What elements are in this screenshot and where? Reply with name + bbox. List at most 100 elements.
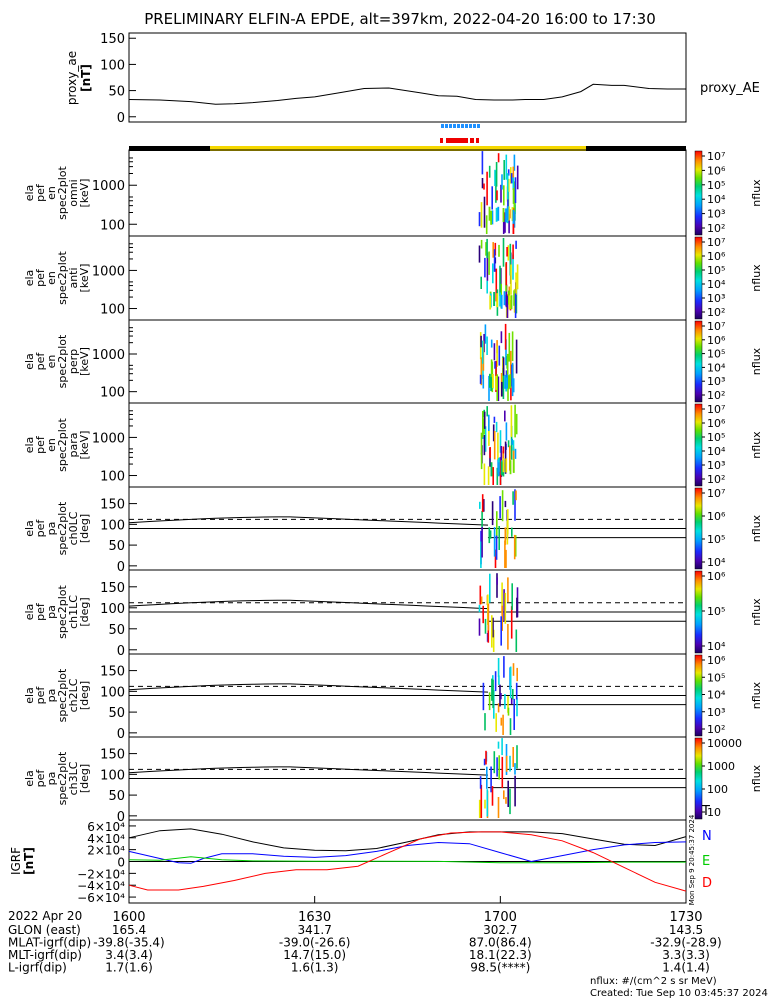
ch0lc-spectral-column — [511, 527, 513, 537]
ch0lc-ylabel-2: pa — [45, 522, 58, 536]
ch0lc-spectral-column — [504, 540, 506, 568]
ch2lc-spectral-column — [498, 675, 500, 685]
time-tick-label: 1600 — [112, 910, 145, 925]
ch0lc-spectral-column — [499, 496, 501, 519]
para-low-energy-column — [500, 461, 503, 476]
omni-frame — [128, 149, 687, 237]
anti-spectral-column — [514, 293, 517, 318]
omni-spectral-column — [510, 173, 513, 184]
ch0lc-ytick-label: 100 — [100, 518, 125, 533]
ch3lc-colorbar-tick-label: 10000 — [707, 737, 742, 750]
anti-spectral-column — [506, 247, 508, 257]
time-tick-label: 1630 — [298, 910, 331, 925]
omni-spectral-column — [481, 178, 484, 189]
date-label: 2022 Apr 20 — [8, 909, 83, 923]
ephemeris-value: 341.7 — [297, 923, 331, 937]
igrf-series-E — [128, 856, 686, 864]
perp-spectral-column — [502, 368, 505, 399]
footer-created: Created: Tue Sep 10 03:45:37 2024 — [590, 988, 768, 999]
ch3lc-spectral-column — [497, 741, 500, 749]
omni-ylabel-3: spec2plot — [56, 166, 69, 220]
perp-spectral-column — [506, 353, 509, 378]
ch1lc-spectral-column — [491, 615, 493, 648]
perp-low-energy-column — [490, 377, 492, 392]
anti-spectral-column — [486, 280, 488, 294]
omni-spectral-column — [508, 213, 510, 234]
flag-blue-segment — [461, 124, 464, 128]
figure-title: PRELIMINARY ELFIN-A EPDE, alt=397km, 202… — [144, 10, 656, 28]
para-spectral-column — [492, 424, 495, 442]
omni-spectral-column — [495, 170, 497, 203]
ch1lc-colorbar-label: nflux — [750, 598, 763, 626]
perp-ylabel-3: spec2plot — [56, 334, 69, 388]
para-spectral-column — [499, 430, 502, 453]
ch2lc-spectral-column — [513, 698, 515, 730]
omni-spectral-column — [512, 177, 515, 190]
ephemeris-value: 1.6(1.3) — [291, 961, 339, 975]
anti-spectral-column — [478, 245, 481, 263]
ch3lc-spectral-column — [509, 755, 511, 772]
ch2lc-loss-cone-curve — [128, 683, 489, 693]
ch3lc-colorbar-tick-label: 100 — [707, 783, 728, 796]
ch0lc-spectral-column — [493, 527, 496, 557]
ch1lc-spectral-column — [484, 618, 487, 634]
flag-blue-segment — [465, 124, 468, 128]
anti-colorbar-tick-label: 10⁷ — [707, 236, 725, 249]
omni-spectral-column — [485, 215, 488, 234]
ephemeris-value: 18.1(22.3) — [469, 948, 532, 962]
para-low-energy-column — [512, 458, 515, 473]
omni-spectral-column — [506, 173, 509, 200]
omni-ylabel-4: omni — [67, 179, 80, 206]
para-low-energy-column — [490, 462, 493, 477]
perp-ylabel-1: pef — [34, 352, 47, 371]
ch3lc-ylabel-0: ela — [23, 770, 36, 787]
ch3lc-spectral-column — [496, 757, 498, 777]
para-spectral-column — [509, 445, 511, 471]
ephemeris-value: 98.5(****) — [470, 961, 530, 975]
ephemeris-value: 1.4(1.4) — [662, 961, 710, 975]
ch2lc-ylabel-1: pef — [34, 686, 47, 705]
ch1lc-ylabel-2: pa — [45, 605, 58, 619]
omni-spectral-column — [488, 165, 491, 178]
ch0lc-spectral-column — [481, 494, 484, 513]
ch2lc-spectral-column — [500, 693, 502, 700]
omni-spectral-column — [496, 190, 498, 201]
para-spectral-column — [488, 419, 490, 446]
proxy-ae-line — [128, 83, 686, 105]
omni-spectral-column — [503, 185, 505, 206]
perp-spectral-column — [497, 376, 500, 401]
ch2lc-spectral-column — [491, 678, 493, 701]
ch1lc-spectral-column — [487, 603, 490, 631]
ch0lc-spectral-column — [488, 527, 491, 544]
omni-spectral-column — [483, 196, 486, 228]
perp-frame — [128, 319, 687, 404]
ch2lc-spectral-column — [495, 713, 497, 732]
para-spectral-column — [515, 413, 518, 435]
omni-spectral-column — [480, 202, 483, 228]
ch3lc-loss-cone-curve — [128, 766, 489, 776]
ch1lc-spectral-column — [496, 577, 498, 585]
para-spectral-column — [486, 406, 488, 417]
ch2lc-colorbar-tick-label: 10² — [707, 723, 725, 736]
perp-ytick-label: 1000 — [92, 348, 125, 363]
ch3lc-spectral-column — [516, 745, 518, 769]
ch2lc-colorbar — [694, 654, 703, 737]
omni-colorbar-tick-label: 10⁶ — [707, 164, 726, 177]
ephemeris-value: -39.8(-35.4) — [93, 936, 164, 950]
ch0lc-spectral-column — [495, 535, 498, 560]
ch0lc-spectral-column — [513, 534, 516, 560]
para-spectral-column — [483, 463, 486, 485]
anti-ylabel-1: pef — [34, 268, 47, 287]
flag-blue-segment — [441, 124, 444, 128]
ch2lc-spectral-column — [499, 684, 501, 707]
flag-blue-segment — [477, 124, 480, 128]
ch3lc-spectral-column — [505, 755, 508, 772]
perp-low-energy-column — [492, 374, 494, 388]
proxy-ae-frame — [128, 32, 687, 123]
igrf-ytick-label: 4×10⁴ — [87, 832, 125, 846]
anti-spectral-column — [512, 244, 514, 260]
omni-spectral-column — [497, 153, 500, 163]
ch0lc-spectral-column — [498, 526, 500, 550]
ephemeris-value: 302.7 — [483, 923, 517, 937]
perp-colorbar-tick-label: 10² — [707, 389, 725, 402]
